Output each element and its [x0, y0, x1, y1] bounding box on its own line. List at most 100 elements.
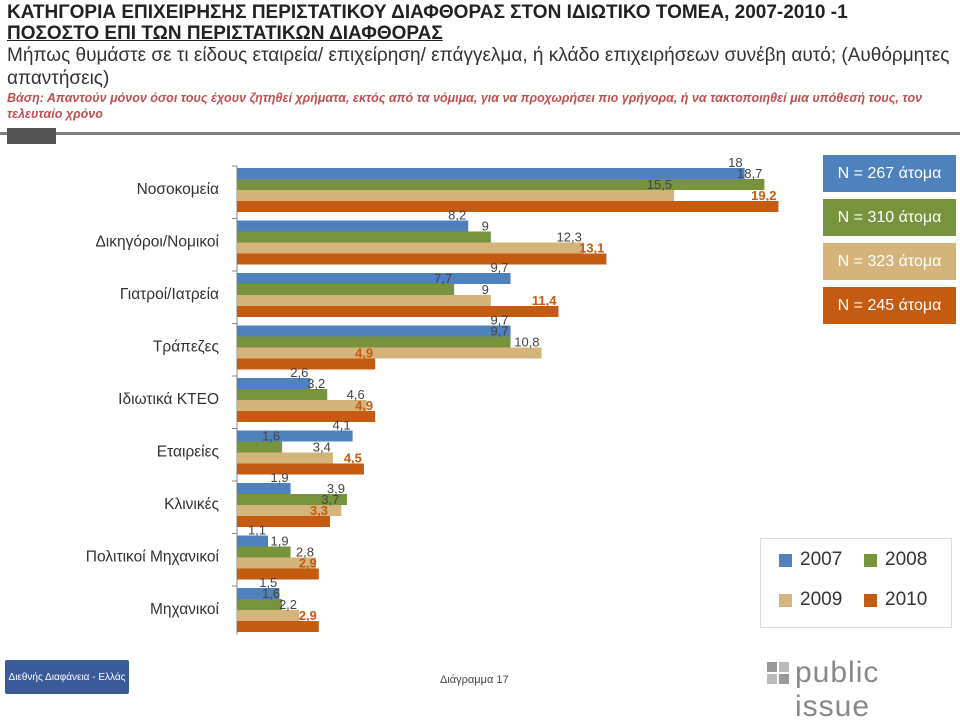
- data-label-2009: 4,6: [347, 387, 365, 402]
- data-label-2009: 2,2: [279, 597, 297, 612]
- bar-2009: [237, 295, 491, 306]
- data-label-2008: 3,2: [307, 376, 325, 391]
- n-box-2008: N = 310 άτομα: [823, 199, 956, 236]
- data-label-2010: 2,9: [299, 556, 317, 571]
- legend-swatch: [864, 593, 877, 607]
- category-label: Γιατροί/Ιατρεία: [120, 286, 219, 303]
- legend-swatch: [779, 553, 792, 567]
- bar-2007: [237, 483, 291, 494]
- bar-2010: [237, 358, 376, 370]
- category-label: Εταιρείες: [157, 444, 219, 461]
- bar-2008: [237, 389, 328, 400]
- bar-2007: [237, 168, 745, 179]
- bar-2008: [237, 546, 291, 558]
- category-label: Τράπεζες: [153, 339, 219, 356]
- legend-label: 2007: [800, 549, 843, 570]
- data-label-2009: 3,4: [313, 440, 331, 455]
- n-box-label: N = 245 άτομα: [837, 296, 942, 314]
- data-label-2007: 1,9: [271, 470, 289, 485]
- n-box-label: N = 310 άτομα: [837, 208, 942, 226]
- bar-2010: [237, 306, 559, 317]
- bar-2008: [237, 179, 765, 190]
- category-label: Κλινικές: [164, 496, 219, 513]
- bar-2009: [237, 190, 675, 201]
- data-label-2009: 3,7: [321, 492, 339, 507]
- category-label: Μηχανικοί: [150, 601, 220, 618]
- data-label-2009: 2,8: [296, 545, 314, 560]
- bar-2009: [237, 347, 542, 359]
- data-label-2007: 8,2: [448, 208, 466, 223]
- legend-item-2010: 2010: [864, 589, 927, 611]
- bar-2008: [237, 599, 283, 610]
- data-label-2009: 12,3: [557, 230, 582, 245]
- data-label-2008: 1,6: [262, 586, 280, 601]
- data-label-2007: 4,1: [333, 418, 351, 433]
- divider-bar: [0, 132, 960, 135]
- data-label-2010: 4,9: [355, 346, 373, 361]
- bar-2007: [237, 220, 469, 232]
- data-label-2008: 9,7: [490, 324, 508, 339]
- brand-mark-icon: [767, 662, 789, 684]
- legend-item-2008: 2008: [864, 549, 927, 571]
- data-label-2008: 1,6: [262, 429, 280, 444]
- bar-2007: [237, 588, 280, 599]
- bar-2009: [237, 610, 300, 621]
- brand-logo: public issue: [795, 656, 880, 723]
- legend-swatch: [864, 553, 877, 567]
- data-label-2010: 4,5: [344, 451, 362, 466]
- n-box-2009: N = 323 άτομα: [823, 243, 956, 280]
- category-label: Ιδιωτικά ΚΤΕΟ: [118, 391, 219, 408]
- data-label-2008: 18,7: [737, 166, 762, 181]
- bar-2009: [237, 400, 367, 411]
- basis-note: Βάση: Απαντούν μόνον όσοι τους έχουν ζητ…: [7, 91, 923, 121]
- legend-label: 2010: [885, 589, 928, 610]
- bar-2009: [237, 557, 316, 569]
- legend-label: 2009: [800, 589, 843, 610]
- bar-2010: [237, 516, 331, 527]
- data-label-2010: 19,2: [751, 188, 776, 203]
- bar-2009: [237, 505, 342, 516]
- bar-2010: [237, 253, 607, 265]
- transparency-logo: Διεθνής Διαφάνεια - Ελλάς: [5, 660, 129, 694]
- data-label-2007: 9,7: [490, 313, 508, 328]
- legend-item-2007: 2007: [779, 549, 842, 571]
- n-box-label: N = 323 άτομα: [837, 252, 942, 270]
- data-label-2010: 3,3: [310, 503, 328, 518]
- data-label-2009: 9: [482, 282, 489, 297]
- bar-2009: [237, 242, 584, 254]
- data-label-2008: 7,7: [434, 271, 452, 286]
- data-label-2008: 1,9: [271, 534, 289, 549]
- bar-2008: [237, 494, 347, 505]
- n-box-label: N = 267 άτομα: [837, 164, 942, 182]
- bar-2007: [237, 535, 269, 547]
- data-label-2010: 11,4: [532, 293, 557, 308]
- bar-2007: [237, 430, 353, 442]
- data-label-2007: 1,5: [259, 575, 277, 590]
- figure-caption: Διάγραμμα 17: [440, 674, 509, 686]
- bar-2007: [237, 325, 511, 337]
- bar-2010: [237, 621, 319, 632]
- question-text: Μήπως θυμάστε σε τι είδους εταιρεία/ επι…: [7, 45, 950, 89]
- bar-2008: [237, 336, 511, 348]
- legend-item-2009: 2009: [779, 589, 842, 611]
- bar-2008: [237, 231, 491, 243]
- transparency-logo-text: Διεθνής Διαφάνεια - Ελλάς: [8, 671, 126, 683]
- bar-2010: [237, 463, 364, 475]
- bar-2007: [237, 273, 511, 284]
- data-label-2010: 13,1: [579, 241, 604, 256]
- n-box-2010: N = 245 άτομα: [823, 287, 956, 324]
- data-label-2007: 1,1: [248, 523, 266, 538]
- data-label-2007: 18: [728, 155, 742, 170]
- chart-legend: 2007 2008 2009 2010: [760, 538, 952, 628]
- data-label-2007: 2,6: [290, 365, 308, 380]
- legend-swatch: [779, 593, 792, 607]
- n-box-2007: N = 267 άτομα: [823, 155, 956, 192]
- bar-2008: [237, 284, 455, 295]
- bar-2008: [237, 441, 283, 453]
- data-label-2008: 3,9: [327, 481, 345, 496]
- data-label-2010: 4,9: [355, 398, 373, 413]
- category-label: Δικηγόροι/Νομικοί: [95, 234, 219, 251]
- data-label-2010: 2,9: [299, 608, 317, 623]
- legend-label: 2008: [885, 549, 928, 570]
